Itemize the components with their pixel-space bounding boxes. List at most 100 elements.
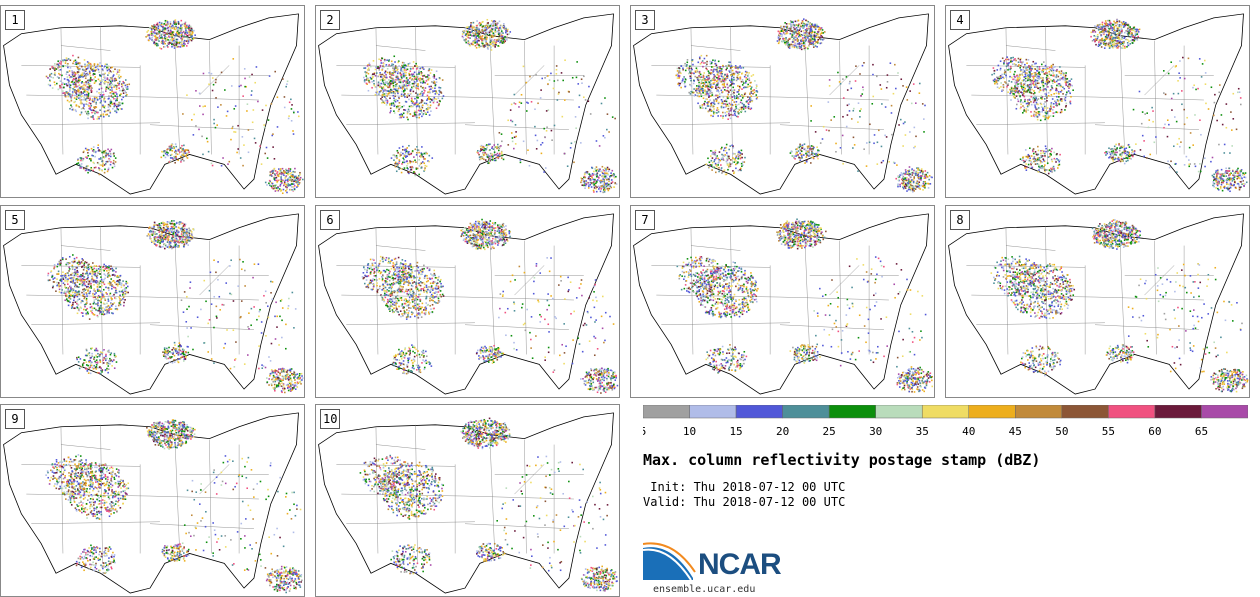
reflectivity-map	[633, 213, 934, 395]
stamp-panel-10: 10	[315, 404, 620, 597]
colorbar-swatch	[875, 405, 923, 419]
state-border	[651, 265, 771, 268]
coastline	[633, 213, 929, 395]
state-border	[489, 35, 495, 155]
state-border	[1095, 96, 1204, 101]
state-border	[489, 235, 495, 355]
state-border	[60, 45, 111, 51]
reflectivity-map	[3, 412, 303, 594]
colorbar-tick-label: 65	[1195, 425, 1208, 438]
reflectivity-echoes	[47, 220, 304, 394]
state-border	[829, 65, 860, 96]
stamp-panel-7: 7	[630, 205, 935, 398]
state-border	[651, 65, 771, 68]
state-border	[375, 444, 426, 450]
state-border	[514, 265, 545, 296]
state-border	[199, 464, 230, 495]
colorbar-tick-label: 55	[1102, 425, 1115, 438]
state-border	[966, 65, 1086, 68]
state-border	[150, 296, 259, 301]
state-border	[465, 495, 574, 500]
colorbar-tick-label: 20	[776, 425, 789, 438]
state-border	[1005, 245, 1056, 251]
state-border	[465, 124, 569, 130]
colorbar-tick-label: 25	[823, 425, 836, 438]
reflectivity-echoes	[675, 18, 933, 193]
state-border	[31, 521, 160, 524]
state-border	[346, 521, 475, 524]
colorbar-swatch	[968, 405, 1016, 419]
state-border	[1119, 35, 1125, 155]
stamp-label: 4	[950, 10, 970, 30]
stamp-label: 7	[635, 210, 655, 230]
reflectivity-echoes	[676, 218, 934, 393]
state-border	[26, 493, 151, 497]
colorbar-swatch	[643, 405, 690, 419]
state-border	[199, 265, 230, 296]
state-border	[26, 294, 151, 298]
state-border	[150, 495, 259, 500]
reflectivity-map	[318, 13, 618, 195]
stamp-panel-5: 5	[0, 205, 305, 398]
state-border	[524, 40, 527, 155]
coastline	[318, 412, 614, 594]
reflectivity-map	[318, 213, 619, 395]
state-border	[31, 322, 160, 325]
state-border	[524, 240, 527, 355]
state-border	[346, 322, 475, 325]
state-border	[780, 296, 889, 301]
state-border	[174, 235, 180, 355]
state-border	[804, 35, 810, 155]
state-border	[375, 27, 379, 155]
state-border	[174, 434, 180, 554]
reflectivity-echoes	[359, 417, 618, 592]
state-border	[209, 40, 212, 155]
colorbar-tick-label: 50	[1055, 425, 1068, 438]
stamp-panel-8: 8	[945, 205, 1250, 398]
reflectivity-map	[948, 13, 1248, 195]
state-border	[661, 122, 790, 125]
colorbar-swatch	[828, 405, 876, 419]
state-border	[31, 122, 160, 125]
state-border	[780, 96, 889, 101]
figure-title: Max. column reflectivity postage stamp (…	[643, 451, 1041, 469]
colorbar-swatch	[782, 405, 830, 419]
state-border	[341, 294, 466, 298]
coastline	[3, 13, 299, 195]
state-border	[690, 227, 694, 355]
reflectivity-echoes	[361, 218, 619, 394]
state-border	[375, 245, 426, 251]
state-border	[524, 439, 527, 554]
state-border	[690, 45, 741, 51]
state-border	[150, 324, 254, 330]
state-border	[1005, 227, 1009, 355]
state-border	[465, 96, 574, 101]
colorbar-swatch	[1201, 405, 1248, 419]
state-border	[804, 235, 810, 355]
state-border	[60, 444, 111, 450]
state-border	[60, 245, 111, 251]
state-border	[661, 322, 790, 325]
reflectivity-map	[3, 213, 304, 395]
site-url: ensemble.ucar.edu	[653, 584, 756, 595]
stamp-panel-6: 6	[315, 205, 620, 398]
state-border	[346, 122, 475, 125]
reflectivity-map	[948, 213, 1249, 395]
colorbar-tick-label: 5	[643, 425, 646, 438]
coastline	[633, 13, 929, 195]
state-border	[514, 65, 545, 96]
state-border	[60, 426, 64, 554]
state-border	[1095, 324, 1199, 330]
state-border	[829, 265, 860, 296]
stamp-label: 8	[950, 210, 970, 230]
state-border	[1144, 65, 1175, 96]
state-border	[465, 523, 569, 529]
reflectivity-map	[318, 412, 618, 594]
state-border	[780, 324, 884, 330]
state-border	[375, 45, 426, 51]
stamp-panel-4: 4	[945, 5, 1250, 198]
colorbar: 5 10 15 20 25 30 35 40 45 50 55 60 65	[643, 405, 1248, 438]
state-border	[780, 124, 884, 130]
coastline	[3, 412, 299, 594]
colorbar-tick-label: 30	[869, 425, 882, 438]
